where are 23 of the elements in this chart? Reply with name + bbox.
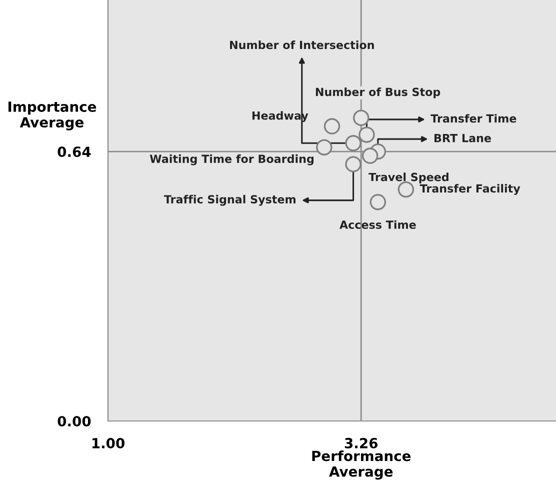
point <box>358 126 375 143</box>
point <box>362 148 378 164</box>
x-tick-label: 1.00 <box>92 438 124 448</box>
annotation: BRT Lane <box>434 134 491 142</box>
annotation: Number of Bus Stop <box>316 88 440 98</box>
x-tick-label: 3.26 <box>344 438 378 448</box>
annotation: Transfer Time <box>430 114 516 123</box>
annotation: Access Time <box>340 220 416 229</box>
point <box>345 156 362 172</box>
point <box>345 135 362 152</box>
annotation: Traffic Signal System <box>164 194 296 206</box>
annotation: Number of Intersection <box>230 40 374 50</box>
annotation: Waiting Time for Boarding <box>150 154 314 166</box>
x-axis-title: Performance Average <box>312 450 411 480</box>
annotation: Travel Speed <box>368 172 448 184</box>
annotation: Transfer Facility <box>420 184 520 195</box>
point <box>370 194 386 210</box>
y-tick-label: 0.64 <box>58 146 91 158</box>
y-axis-title: Importance Average <box>8 102 96 130</box>
point <box>353 110 370 126</box>
point <box>324 118 340 134</box>
y-tick-label: 0.00 <box>58 416 91 426</box>
point <box>316 139 332 156</box>
